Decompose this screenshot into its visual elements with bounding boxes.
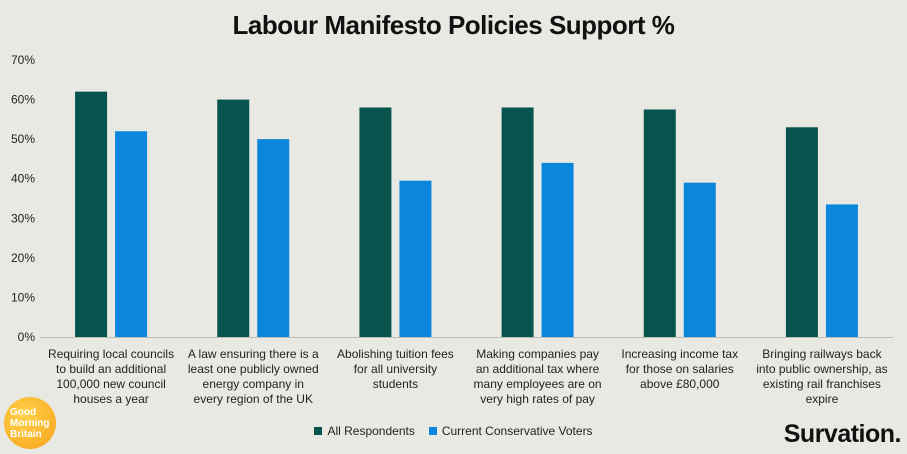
bar-all-respondents-3 — [501, 107, 534, 337]
category-label-line: students — [373, 377, 418, 391]
category-label-line: Requiring local councils — [48, 347, 174, 361]
category-label-line: Bringing railways back — [762, 347, 882, 361]
category-label-line: above £80,000 — [640, 377, 720, 391]
legend-item-all-respondents: All Respondents — [314, 424, 415, 438]
gmb-logo-line-2: Morning — [10, 417, 50, 429]
category-label-4: Increasing income tax for those on salari… — [621, 347, 738, 391]
bar-conservative-voters-0 — [115, 131, 148, 337]
category-label-line: expire — [806, 392, 839, 406]
chart-title: Labour Manifesto Policies Support % — [232, 10, 675, 40]
legend: All Respondents Current Conservative Vot… — [0, 424, 907, 438]
category-label-line: an additional tax where — [476, 362, 600, 376]
survation-logo: Survation. — [783, 420, 902, 448]
y-tick-label: 30% — [11, 211, 35, 225]
y-tick-label: 20% — [11, 251, 35, 265]
category-label-3: Making companies pay an additional tax wh… — [474, 347, 602, 406]
bar-all-respondents-1 — [217, 99, 250, 337]
bar-all-respondents-2 — [359, 107, 392, 337]
bar-conservative-voters-5 — [825, 204, 858, 337]
bar-all-respondents-0 — [75, 91, 108, 338]
bar-conservative-voters-1 — [257, 139, 290, 337]
category-label-line: Making companies pay — [476, 347, 599, 361]
category-label-line: energy company in — [203, 377, 304, 391]
legend-label-all-respondents: All Respondents — [327, 424, 415, 438]
y-tick-label: 0% — [18, 330, 36, 344]
good-morning-britain-logo: Good Morning Britain — [4, 397, 56, 449]
bar-conservative-voters-3 — [541, 162, 574, 337]
bar-all-respondents-5 — [785, 127, 818, 338]
y-tick-label: 50% — [11, 132, 35, 146]
category-label-line: Increasing income tax — [621, 347, 738, 361]
category-label-line: 100,000 new council — [56, 377, 165, 391]
category-label-line: every region of the UK — [194, 392, 313, 406]
y-tick-label: 60% — [11, 93, 35, 107]
category-label-line: into public ownership, as — [756, 362, 887, 376]
legend-swatch-all-respondents — [314, 427, 323, 435]
bar-conservative-voters-4 — [683, 182, 716, 337]
category-label-line: Abolishing tuition fees — [337, 347, 454, 361]
category-label-5: Bringing railways back into public owners… — [756, 347, 887, 406]
category-label-0: Requiring local councils to build an addi… — [48, 347, 174, 406]
category-label-line: existing rail franchises — [763, 377, 881, 391]
gmb-logo-line-3: Britain — [10, 428, 42, 440]
category-label-line: very high rates of pay — [480, 392, 595, 406]
category-label-line: to build an additional — [56, 362, 166, 376]
legend-item-conservative-voters: Current Conservative Voters — [428, 424, 593, 438]
category-label-line: A law ensuring there is a — [188, 347, 319, 361]
gmb-logo-line-1: Good — [10, 406, 37, 418]
y-tick-label: 10% — [11, 290, 35, 304]
legend-label-conservative-voters: Current Conservative Voters — [441, 424, 593, 438]
category-label-line: least one publicly owned — [188, 362, 319, 376]
category-label-line: many employees are on — [474, 377, 602, 391]
category-label-line: for all university — [354, 362, 437, 376]
category-label-line: for those on salaries — [626, 362, 734, 376]
y-tick-label: 70% — [11, 53, 35, 67]
bar-all-respondents-4 — [643, 109, 676, 337]
bar-conservative-voters-2 — [399, 180, 432, 337]
category-label-line: houses a year — [73, 392, 148, 406]
category-label-2: Abolishing tuition fees for all universit… — [337, 347, 454, 391]
category-label-1: A law ensuring there is a least one publi… — [188, 347, 319, 406]
legend-swatch-conservative-voters — [428, 427, 437, 435]
y-tick-label: 40% — [11, 172, 35, 186]
